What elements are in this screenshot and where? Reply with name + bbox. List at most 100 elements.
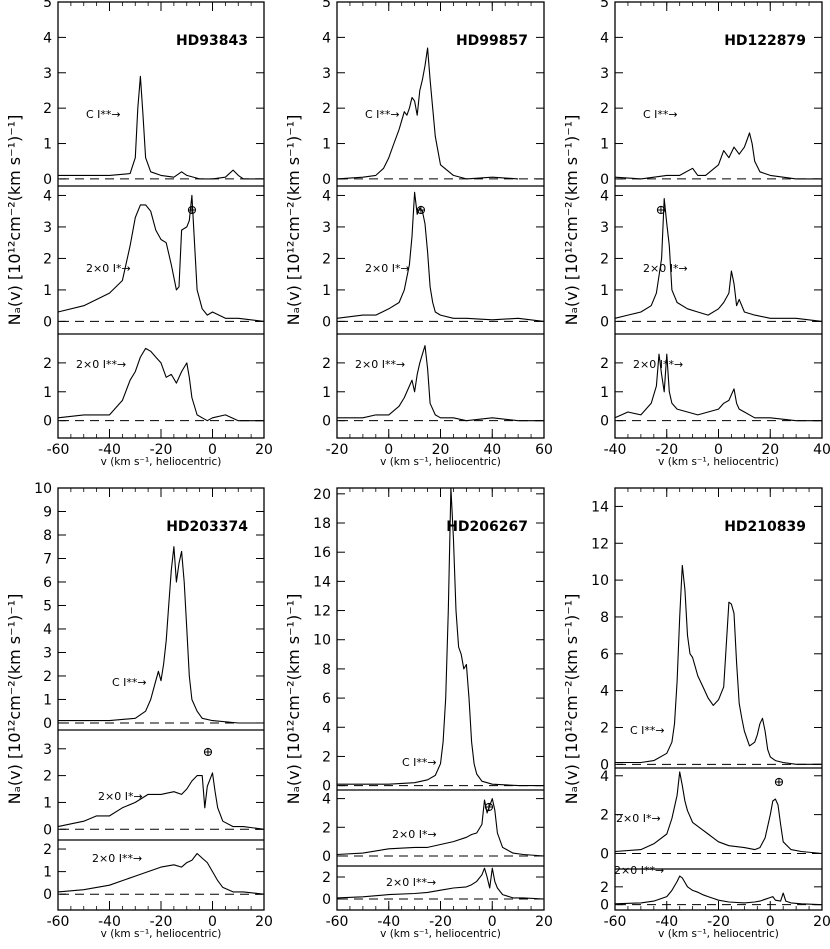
y-tick-label: 0 [600, 846, 609, 862]
y-tick-label: 2 [322, 251, 331, 267]
x-tick-label: 0 [766, 914, 775, 930]
transition-label: C I**→ [365, 108, 400, 121]
y-tick-label: 9 [43, 504, 52, 520]
spectrum-line [336, 798, 545, 857]
y-tick-label: 8 [600, 610, 609, 626]
x-tick-label: 0 [208, 442, 217, 458]
spectrum-line [57, 194, 265, 322]
transition-label: 2×0 I**→ [355, 358, 405, 371]
y-tick-label: 2 [43, 251, 52, 267]
x-tick-label: -20 [655, 442, 678, 458]
earth-marker: ⊕ [187, 203, 198, 218]
x-axis-label: v (km s⁻¹, heliocentric) [380, 928, 501, 940]
y-axis-label: Nₐ(v) [10¹²cm⁻²(km s⁻¹)⁻¹] [284, 115, 303, 326]
y-tick-label: 1 [43, 137, 52, 153]
x-axis-label: v (km s⁻¹, heliocentric) [101, 928, 222, 940]
x-tick-label: 40 [813, 442, 830, 458]
spectrum-line [58, 75, 264, 180]
y-tick-label: 4 [322, 188, 331, 204]
x-tick-label: -60 [604, 914, 627, 930]
x-tick-label: -40 [655, 914, 678, 930]
y-tick-label: 0 [322, 414, 331, 430]
x-tick-label: 20 [761, 442, 779, 458]
y-tick-label: 8 [43, 528, 52, 544]
transition-label: 2×0 I*→ [392, 828, 437, 841]
x-tick-label: 40 [483, 442, 501, 458]
plot-frame [57, 1, 265, 439]
x-tick-label: -20 [326, 442, 349, 458]
y-tick-label: 1 [43, 795, 52, 811]
y-tick-label: 3 [43, 645, 52, 661]
x-axis-label: v (km s⁻¹, heliocentric) [101, 456, 222, 468]
y-tick-label: 14 [313, 574, 331, 590]
y-tick-label: 0 [322, 892, 331, 908]
y-tick-label: 2 [600, 356, 609, 372]
y-tick-label: 0 [322, 314, 331, 330]
y-tick-label: 4 [600, 30, 609, 46]
y-axis-label: Nₐ(v) [10¹²cm⁻²(km s⁻¹)⁻¹] [5, 115, 24, 326]
y-tick-label: 2 [43, 842, 52, 858]
y-tick-label: 5 [322, 0, 331, 11]
x-tick-label: 0 [208, 914, 217, 930]
y-tick-label: 12 [591, 536, 609, 552]
spectrum-line [614, 132, 822, 180]
transition-label: 2×0 I**→ [633, 358, 683, 371]
transition-label: 2×0 I*→ [98, 790, 143, 803]
x-tick-label: 60 [535, 442, 553, 458]
y-tick-label: 2 [322, 749, 331, 765]
spectrum-line [614, 353, 822, 422]
y-axis-label: Nₐ(v) [10¹²cm⁻²(km s⁻¹)⁻¹] [284, 594, 303, 805]
y-tick-label: 2 [43, 356, 52, 372]
plot-frame [57, 487, 265, 911]
y-tick-label: 2 [43, 669, 52, 685]
x-tick-label: 20 [255, 914, 273, 930]
x-tick-label: -60 [47, 914, 70, 930]
y-tick-label: 0 [322, 779, 331, 795]
y-tick-label: 0 [600, 314, 609, 330]
spectrum-line [615, 564, 822, 765]
y-tick-label: 3 [43, 220, 52, 236]
transition-label: C I**→ [643, 108, 678, 121]
y-tick-label: 1 [600, 137, 609, 153]
y-tick-label: 0 [600, 172, 609, 188]
y-tick-label: 0 [600, 898, 609, 914]
spectrum-line [57, 772, 265, 830]
y-tick-label: 3 [600, 220, 609, 236]
y-tick-label: 3 [322, 220, 331, 236]
plot-frame [614, 1, 823, 439]
y-tick-label: 6 [322, 691, 331, 707]
y-tick-label: 0 [43, 172, 52, 188]
y-tick-label: 10 [591, 573, 609, 589]
panel-title: HD99857 [456, 33, 528, 49]
transition-label: 2×0 I*→ [86, 262, 131, 275]
y-tick-label: 2 [600, 251, 609, 267]
y-tick-label: 3 [43, 66, 52, 82]
y-tick-label: 10 [313, 633, 331, 649]
transition-label: 2×0 I*→ [643, 262, 688, 275]
x-tick-label: -40 [377, 914, 400, 930]
y-tick-label: 2 [322, 101, 331, 117]
spectrum-line [58, 546, 264, 724]
x-tick-label: -20 [150, 442, 173, 458]
y-tick-label: 5 [43, 0, 52, 11]
earth-marker: ⊕ [416, 203, 427, 218]
plot-frame [336, 1, 545, 439]
y-tick-label: 7 [43, 551, 52, 567]
x-tick-label: 0 [384, 442, 393, 458]
earth-marker: ⊕ [656, 203, 667, 218]
y-tick-label: 1 [322, 283, 331, 299]
y-tick-label: 0 [43, 822, 52, 838]
y-tick-label: 0 [43, 887, 52, 903]
y-tick-label: 2 [600, 880, 609, 896]
x-tick-label: -40 [98, 442, 121, 458]
x-tick-label: -20 [150, 914, 173, 930]
x-axis-label: v (km s⁻¹, heliocentric) [658, 928, 779, 940]
y-tick-label: 16 [313, 545, 331, 561]
y-tick-label: 3 [43, 742, 52, 758]
y-tick-label: 6 [600, 647, 609, 663]
earth-marker: ⊕ [774, 775, 785, 790]
y-tick-label: 2 [322, 820, 331, 836]
transition-label: C I**→ [86, 108, 121, 121]
y-tick-label: 4 [600, 188, 609, 204]
